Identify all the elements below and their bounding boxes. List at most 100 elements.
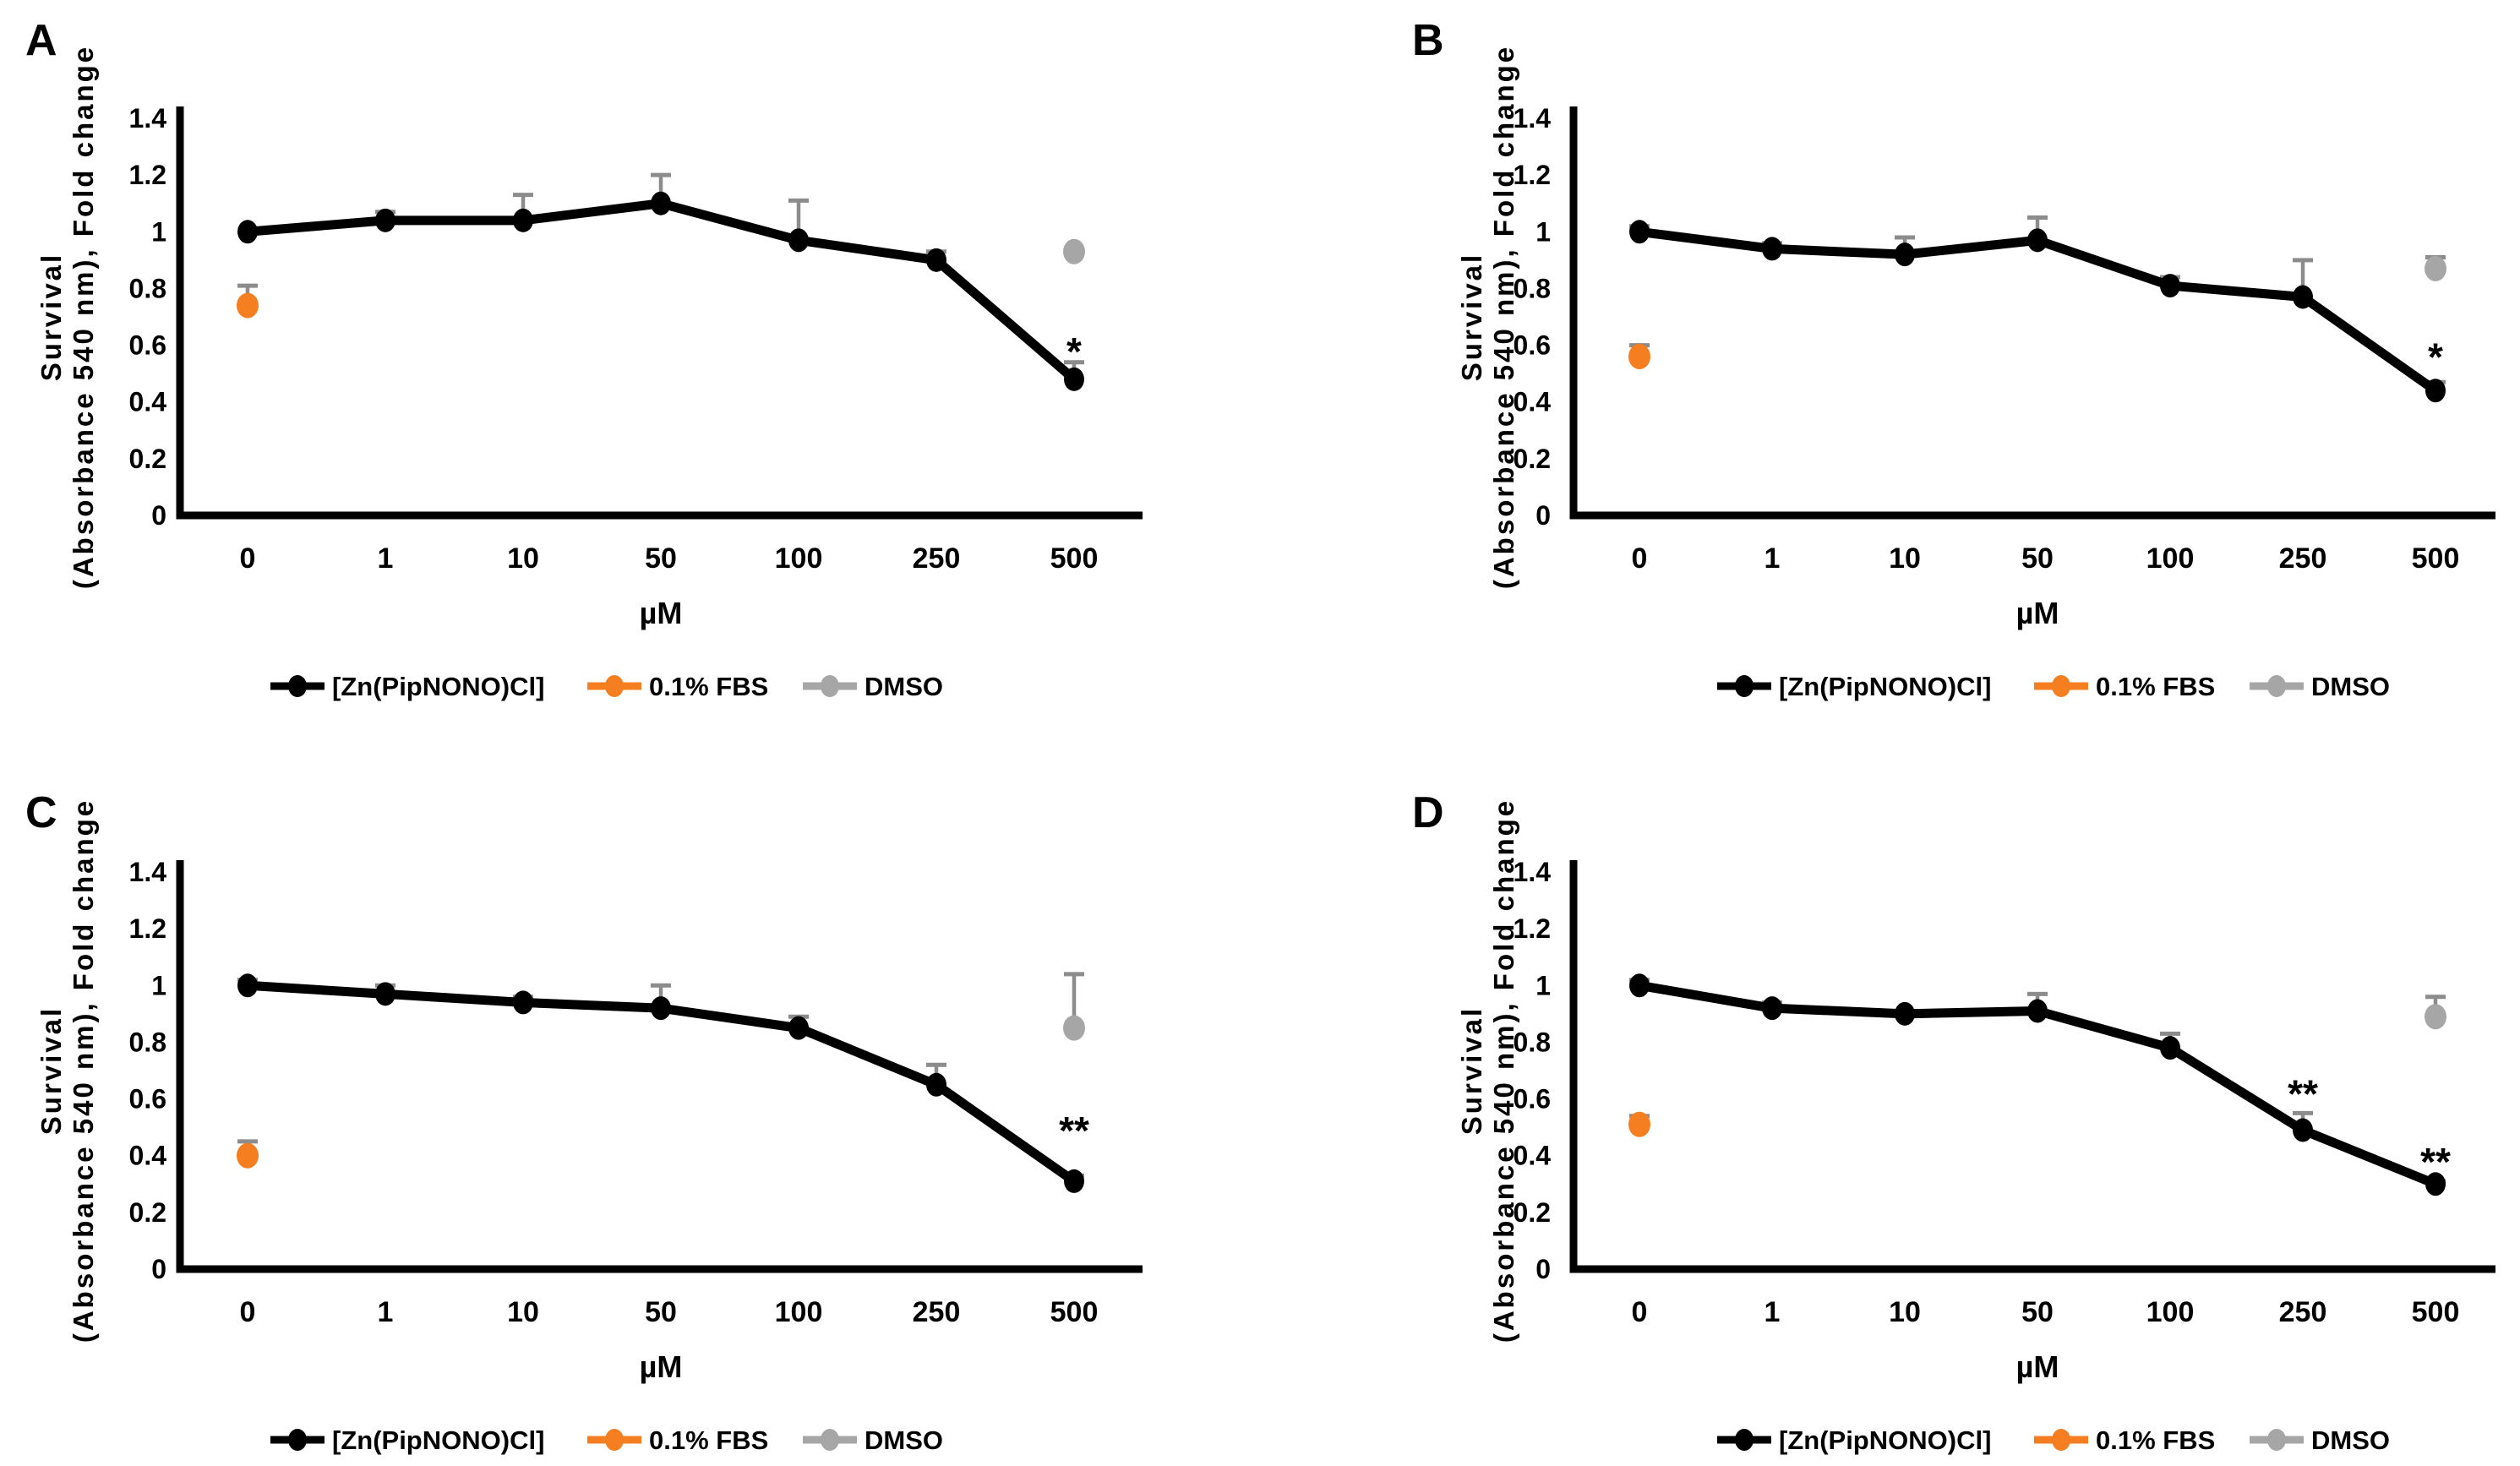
fbs-data-point [237, 292, 259, 319]
y-tick-label: 0.6 [1514, 330, 1551, 361]
y-tick-label: 0.2 [129, 1197, 166, 1228]
legend-label: DMSO [865, 1425, 943, 1455]
x-tick-label: 10 [507, 1296, 539, 1328]
zn-data-point [2160, 1036, 2180, 1060]
zn-data-point [1629, 220, 1650, 244]
y-axis-title-line2: (Absorbance 540 nm), Fold change [1488, 45, 1519, 589]
x-tick-label: 500 [1050, 542, 1099, 575]
fbs-data-point [237, 1142, 259, 1169]
x-tick-label: 100 [2146, 542, 2195, 575]
legend-dot-marker [605, 675, 624, 697]
y-tick-label: 0.8 [129, 1027, 166, 1057]
legend-item: [Zn(PipNONO)Cl] [270, 1425, 544, 1455]
axes [1569, 860, 2495, 1273]
x-axis-title: µM [640, 1349, 683, 1384]
zn-data-point [237, 973, 258, 998]
y-tick-label: 1.2 [129, 160, 166, 190]
significance-annotation: * [2428, 335, 2443, 379]
fbs-data-point [1628, 1111, 1650, 1137]
legend: [Zn(PipNONO)Cl] 0.1% FBS DMSO [1717, 1425, 2390, 1455]
legend-label: 0.1% FBS [2096, 672, 2215, 701]
zn-data-point [1629, 973, 1650, 998]
legend-item: [Zn(PipNONO)Cl] [270, 672, 544, 701]
legend-item: [Zn(PipNONO)Cl] [1717, 1425, 1991, 1455]
fbs-data-point [1628, 344, 1650, 369]
zn-data-point [513, 208, 533, 232]
legend-item: DMSO [2250, 1425, 2390, 1455]
zn-data-point [2425, 1172, 2446, 1196]
zn-data-point [2027, 228, 2048, 253]
y-tick-label: 0.8 [1514, 273, 1551, 303]
x-axis-title: µM [2016, 596, 2059, 630]
x-tick-label: 250 [2279, 1296, 2327, 1328]
chart-d: D Survival (Absorbance 540 nm), Fold chang… [1412, 788, 2495, 1455]
y-axis-title-line1: Survival [35, 253, 67, 381]
dmso-data-point [1063, 1015, 1085, 1041]
legend-label: 0.1% FBS [649, 1425, 768, 1455]
legend-dot-marker [821, 675, 839, 697]
legend-dot-marker [1735, 675, 1754, 697]
panel-letter: A [25, 16, 57, 65]
legend-label: [Zn(PipNONO)Cl] [332, 672, 544, 701]
legend-item: [Zn(PipNONO)Cl] [1717, 672, 1991, 701]
zn-data-point [1064, 367, 1084, 391]
legend-dot-marker [2052, 1429, 2070, 1451]
panel-a: A Survival (Absorbance 540 nm), Fold chang… [0, 0, 1260, 733]
y-axis-title-line1: Survival [1456, 253, 1487, 381]
y-tick-label: 0.6 [1514, 1084, 1551, 1114]
zn-data-point [1762, 237, 1782, 261]
significance-annotation: ** [1059, 1109, 1089, 1153]
chart-c: C Survival (Absorbance 540 nm), Fold chang… [25, 788, 1143, 1455]
zn-data-point [375, 208, 395, 232]
zn-data-point [513, 990, 533, 1015]
zn-series-line [243, 199, 1079, 384]
legend-label: DMSO [2311, 672, 2390, 701]
significance-annotation: * [1066, 330, 1082, 373]
y-axis-title-line2: (Absorbance 540 nm), Fold change [1488, 798, 1519, 1343]
x-tick-label: 50 [645, 542, 677, 575]
legend-item: DMSO [2250, 672, 2390, 701]
panel-b: B Survival (Absorbance 540 nm), Fold chang… [1260, 0, 2520, 733]
x-tick-label: 1 [1765, 542, 1781, 575]
y-tick-label: 0.6 [129, 330, 166, 361]
dmso-data-point [1063, 238, 1085, 264]
y-tick-label: 1 [1535, 970, 1551, 1000]
legend-dot-marker [605, 1429, 624, 1451]
significance-annotation: ** [2420, 1140, 2451, 1184]
y-tick-label: 0.4 [1514, 1141, 1552, 1171]
x-tick-label: 0 [1632, 542, 1648, 575]
y-tick-label: 0.2 [129, 444, 166, 474]
x-tick-label: 10 [507, 542, 539, 575]
y-tick-label: 0 [1535, 500, 1551, 531]
y-tick-label: 1.4 [1514, 103, 1552, 134]
y-tick-label: 0.4 [129, 1141, 167, 1171]
y-tick-label: 1 [151, 970, 166, 1000]
legend-item: DMSO [803, 672, 943, 701]
legend-dot-marker [288, 1429, 307, 1451]
legend-dot-marker [2052, 675, 2070, 697]
axes [176, 860, 1143, 1273]
x-tick-label: 1 [378, 1296, 394, 1328]
zn-data-point [1895, 243, 1915, 267]
x-tick-label: 50 [2021, 1296, 2054, 1328]
legend: [Zn(PipNONO)Cl] 0.1% FBS DMSO [1717, 672, 2390, 701]
dmso-data-point [2425, 1004, 2446, 1030]
panel-d: D Survival (Absorbance 540 nm), Fold chang… [1260, 733, 2520, 1465]
x-axis-title: µM [640, 596, 683, 630]
x-tick-label: 0 [240, 542, 256, 575]
x-tick-label: 10 [1889, 542, 1921, 575]
zn-data-point [237, 220, 258, 244]
zn-data-point [1064, 1169, 1084, 1193]
y-tick-label: 0.4 [1514, 387, 1552, 417]
legend-label: DMSO [2311, 1425, 2390, 1455]
legend-item: DMSO [803, 1425, 943, 1455]
panel-c: C Survival (Absorbance 540 nm), Fold chang… [0, 733, 1260, 1465]
y-axis-title-line1: Survival [35, 1006, 67, 1135]
legend-item: 0.1% FBS [2034, 672, 2215, 701]
y-tick-label: 0.4 [129, 387, 167, 417]
x-tick-label: 50 [645, 1296, 677, 1328]
zn-data-point [1895, 1001, 1915, 1026]
x-axis-title: µM [2016, 1349, 2059, 1384]
y-tick-label: 1.2 [1514, 160, 1551, 190]
